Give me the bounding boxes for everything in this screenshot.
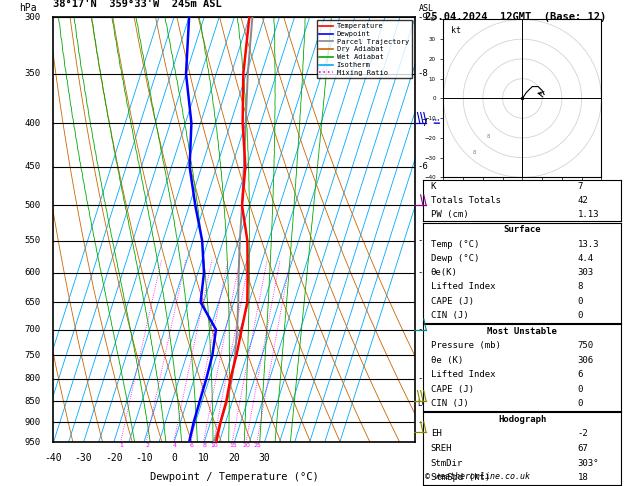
Text: 2: 2 [145, 443, 149, 448]
Text: 600: 600 [25, 268, 41, 277]
Text: 303: 303 [577, 268, 594, 277]
Text: CAPE (J): CAPE (J) [431, 384, 474, 394]
Text: -10: -10 [135, 453, 153, 463]
Text: -9: -9 [417, 13, 428, 21]
Text: Pressure (mb): Pressure (mb) [431, 341, 501, 350]
Text: 0: 0 [577, 311, 583, 320]
Text: -7: -7 [417, 119, 428, 128]
Text: PW (cm): PW (cm) [431, 210, 468, 219]
Text: 0: 0 [577, 297, 583, 306]
Text: kt: kt [451, 26, 461, 35]
Text: -4: -4 [417, 268, 428, 277]
Text: -20: -20 [105, 453, 123, 463]
Text: 306: 306 [577, 356, 594, 364]
Text: 303°: 303° [577, 459, 599, 468]
Text: hPa: hPa [19, 3, 37, 13]
Text: 10: 10 [198, 453, 210, 463]
Text: 67: 67 [577, 444, 589, 453]
Text: 900: 900 [25, 418, 41, 427]
Text: Surface: Surface [503, 225, 541, 234]
Text: 6: 6 [190, 443, 194, 448]
Text: SREH: SREH [431, 444, 452, 453]
Text: Dewp (°C): Dewp (°C) [431, 254, 479, 263]
Text: 550: 550 [25, 236, 41, 245]
Text: -2: -2 [417, 374, 428, 383]
Text: 0: 0 [577, 384, 583, 394]
Text: 8: 8 [487, 134, 490, 139]
Text: 25.04.2024  12GMT  (Base: 12): 25.04.2024 12GMT (Base: 12) [425, 12, 606, 22]
Text: Lifted Index: Lifted Index [431, 370, 495, 379]
Text: CAPE (J): CAPE (J) [431, 297, 474, 306]
Text: -6: -6 [417, 162, 428, 171]
Text: 750: 750 [25, 350, 41, 360]
Text: -8: -8 [417, 69, 428, 78]
Text: EH: EH [431, 430, 442, 438]
Legend: Temperature, Dewpoint, Parcel Trajectory, Dry Adiabat, Wet Adiabat, Isotherm, Mi: Temperature, Dewpoint, Parcel Trajectory… [316, 20, 411, 78]
Text: 1: 1 [120, 443, 123, 448]
Text: CIN (J): CIN (J) [431, 399, 468, 408]
Text: 650: 650 [25, 298, 41, 307]
Text: -3: -3 [417, 325, 428, 334]
Text: -5: -5 [417, 236, 428, 245]
Text: θe(K): θe(K) [431, 268, 457, 277]
Text: 450: 450 [25, 162, 41, 171]
Text: 38°17'N  359°33'W  245m ASL: 38°17'N 359°33'W 245m ASL [53, 0, 222, 8]
Text: 7: 7 [577, 182, 583, 191]
Text: 18: 18 [577, 473, 589, 482]
Text: 42: 42 [577, 196, 589, 205]
Text: 15: 15 [229, 443, 237, 448]
Text: 500: 500 [25, 201, 41, 210]
Text: 8: 8 [473, 150, 476, 155]
Text: 400: 400 [25, 119, 41, 128]
Text: 700: 700 [25, 325, 41, 334]
Text: Temp (°C): Temp (°C) [431, 240, 479, 248]
Text: 750: 750 [577, 341, 594, 350]
Text: Most Unstable: Most Unstable [487, 327, 557, 336]
Text: 8: 8 [203, 443, 206, 448]
Text: θe (K): θe (K) [431, 356, 463, 364]
Text: km
ASL: km ASL [418, 0, 433, 13]
Text: 4.4: 4.4 [577, 254, 594, 263]
Text: -40: -40 [45, 453, 62, 463]
Text: 10: 10 [210, 443, 218, 448]
Text: 0: 0 [171, 453, 177, 463]
Text: Hodograph: Hodograph [498, 415, 546, 424]
Text: -1: -1 [417, 418, 428, 427]
Text: Totals Totals: Totals Totals [431, 196, 501, 205]
Text: 850: 850 [25, 397, 41, 406]
Text: 950: 950 [25, 438, 41, 447]
Text: 8: 8 [577, 282, 583, 292]
Text: K: K [431, 182, 436, 191]
Text: 13.3: 13.3 [577, 240, 599, 248]
Text: Lifted Index: Lifted Index [431, 282, 495, 292]
Text: Dewpoint / Temperature (°C): Dewpoint / Temperature (°C) [150, 472, 319, 482]
Text: © weatheronline.co.uk: © weatheronline.co.uk [425, 472, 530, 481]
Text: 350: 350 [25, 69, 41, 78]
Text: 20: 20 [228, 453, 240, 463]
Text: 25: 25 [253, 443, 262, 448]
Text: 30: 30 [259, 453, 270, 463]
Text: LCL: LCL [417, 399, 431, 408]
Text: 0: 0 [577, 399, 583, 408]
Text: StmDir: StmDir [431, 459, 463, 468]
Text: 800: 800 [25, 374, 41, 383]
Text: 300: 300 [25, 13, 41, 21]
Text: 20: 20 [243, 443, 250, 448]
Text: CIN (J): CIN (J) [431, 311, 468, 320]
Text: 6: 6 [577, 370, 583, 379]
Text: StmSpd (kt): StmSpd (kt) [431, 473, 490, 482]
Text: 1.13: 1.13 [577, 210, 599, 219]
Text: -2: -2 [577, 430, 589, 438]
Text: 4: 4 [172, 443, 177, 448]
Text: -30: -30 [75, 453, 92, 463]
